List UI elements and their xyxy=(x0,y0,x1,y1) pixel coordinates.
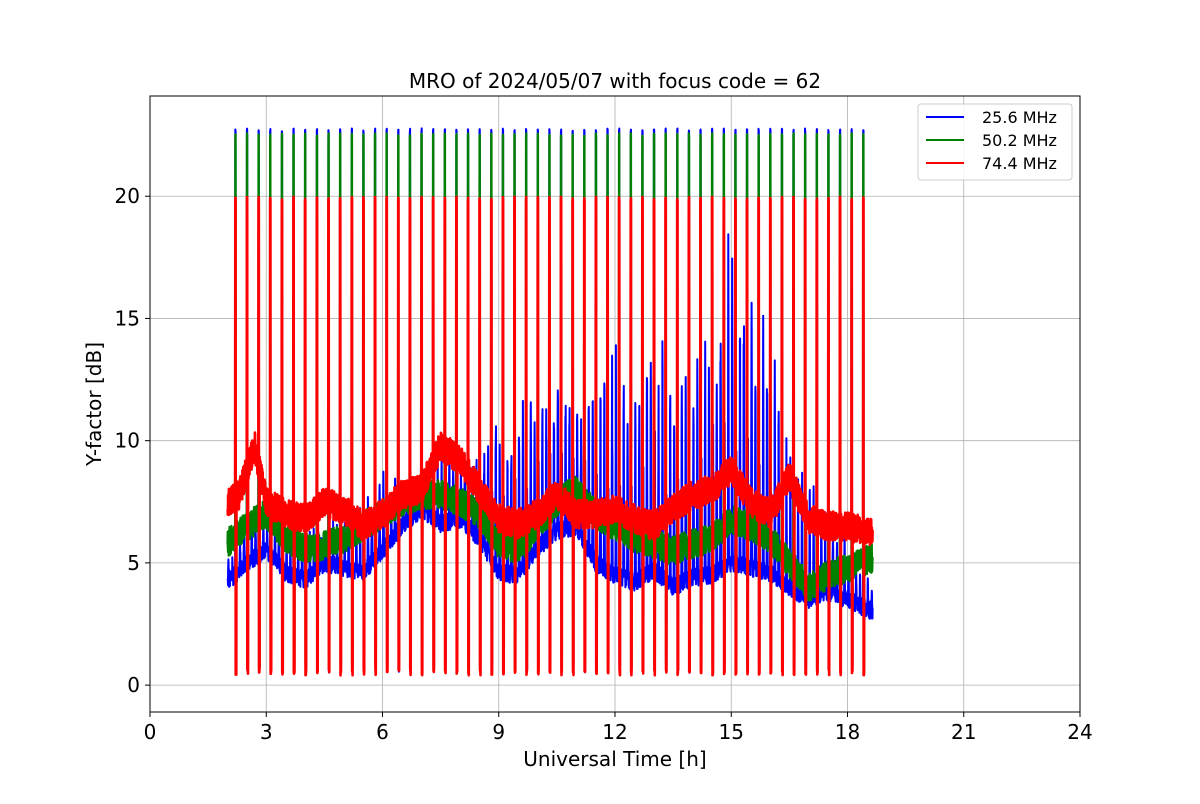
x-axis: 0 3 6 9 12 15 18 21 24 xyxy=(144,712,1093,744)
series-layer xyxy=(226,127,874,677)
y-axis-label: Y-factor [dB] xyxy=(82,342,106,467)
x-tick-label: 24 xyxy=(1067,720,1092,744)
x-tick-label: 6 xyxy=(376,720,389,744)
series-line xyxy=(226,195,874,677)
legend-label-50-2: 50.2 MHz xyxy=(982,131,1057,150)
x-tick-label: 15 xyxy=(719,720,744,744)
y-axis: 0 5 10 15 20 xyxy=(115,184,150,697)
y-tick-label: 0 xyxy=(127,673,140,697)
x-tick-label: 21 xyxy=(951,720,976,744)
legend-label-74-4: 74.4 MHz xyxy=(982,154,1057,173)
y-tick-label: 10 xyxy=(115,429,140,453)
y-tick-label: 20 xyxy=(115,184,140,208)
y-tick-label: 15 xyxy=(115,306,140,330)
legend-label-25-6: 25.6 MHz xyxy=(982,108,1057,127)
y-tick-label: 5 xyxy=(127,551,140,575)
legend-box xyxy=(917,103,1073,181)
legend: 25.6 MHz 50.2 MHz 74.4 MHz xyxy=(917,103,1073,181)
x-tick-label: 18 xyxy=(835,720,860,744)
x-tick-label: 12 xyxy=(602,720,627,744)
x-tick-label: 0 xyxy=(144,720,157,744)
chart-title: MRO of 2024/05/07 with focus code = 62 xyxy=(409,69,821,93)
x-tick-label: 9 xyxy=(492,720,505,744)
x-axis-label: Universal Time [h] xyxy=(523,747,706,771)
x-tick-label: 3 xyxy=(260,720,273,744)
